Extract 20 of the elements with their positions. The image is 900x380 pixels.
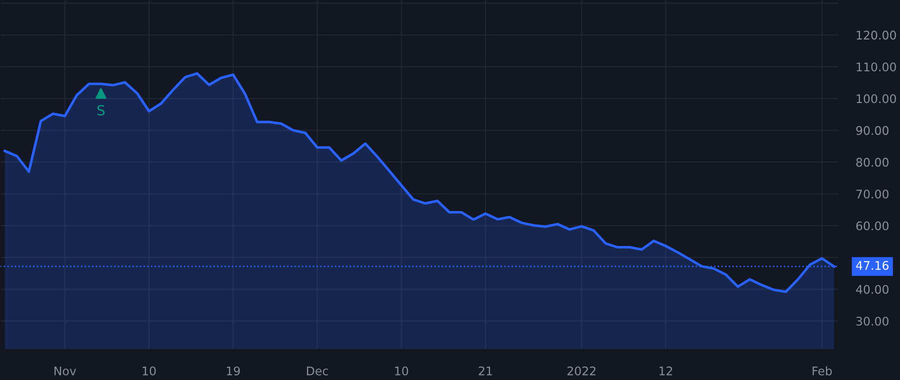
x-tick-label: 19	[226, 366, 240, 376]
y-tick-label: 110.00	[856, 62, 896, 72]
x-tick-label: Feb	[812, 366, 832, 376]
x-tick-label: 21	[478, 366, 492, 376]
x-tick-label: 12	[660, 366, 672, 376]
x-tick-label: Dec	[306, 366, 328, 376]
series-label: S	[97, 105, 105, 116]
y-tick-label: 30.00	[856, 316, 888, 326]
y-tick-label: 120.00	[856, 30, 896, 40]
y-tick-label: 100.00	[856, 94, 896, 104]
x-tick-label: Nov	[54, 366, 76, 376]
y-tick-label: 60.00	[856, 221, 888, 230]
x-tick-label: 2022	[567, 366, 596, 376]
ref-line-label: 47.16	[856, 260, 889, 270]
y-tick-label: 70.00	[856, 190, 888, 199]
y-tick-label: 90.00	[856, 126, 888, 135]
x-tick-label: 10	[142, 366, 156, 376]
x-tick-label: 10	[395, 366, 408, 376]
y-tick-label: 40.00	[856, 284, 888, 294]
y-tick-label: 80.00	[856, 158, 888, 167]
